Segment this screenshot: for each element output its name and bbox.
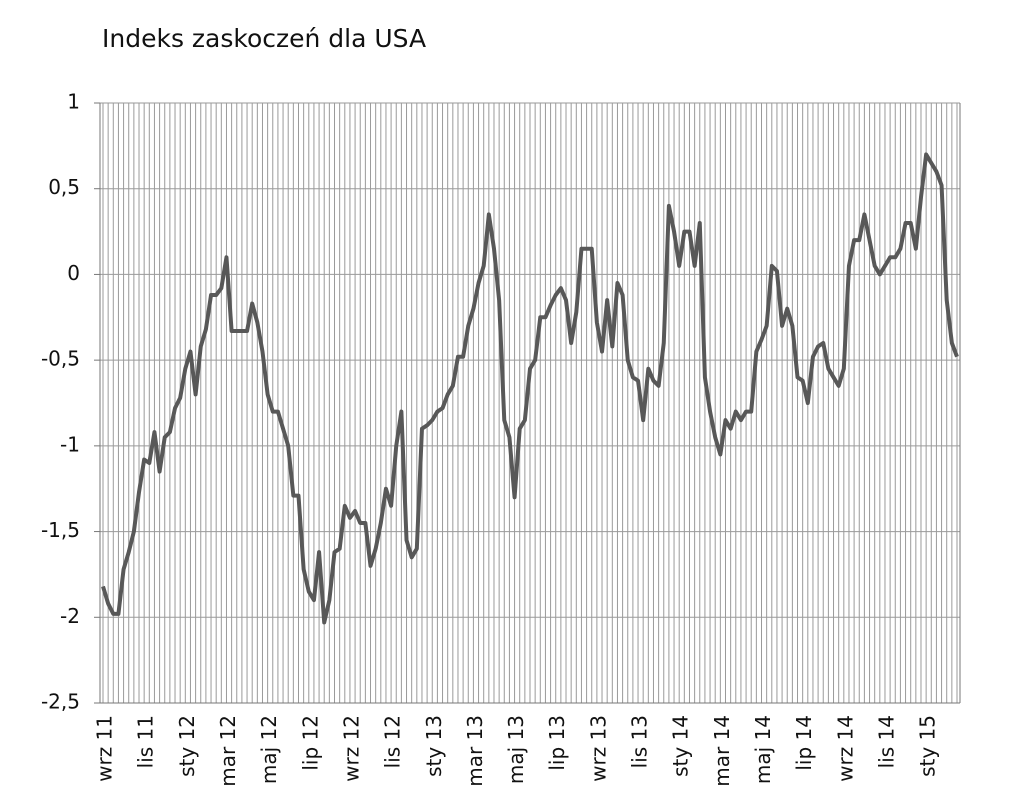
x-tick-label: lis 13 — [628, 715, 652, 768]
data-line — [101, 152, 959, 625]
x-tick-label: lis 12 — [381, 715, 405, 768]
x-tick-label: lip 14 — [792, 715, 816, 771]
x-tick-label: wrz 12 — [339, 715, 363, 782]
x-tick-label: sty 12 — [175, 715, 199, 777]
y-tick-label: -1,5 — [41, 518, 80, 542]
x-tick-label: lis 14 — [874, 715, 898, 768]
x-tick-label: mar 12 — [216, 715, 240, 787]
x-tick-label: maj 14 — [751, 715, 775, 784]
y-tick-label: -1 — [60, 432, 80, 456]
x-tick-label: sty 14 — [669, 715, 693, 777]
x-tick-label: wrz 14 — [833, 715, 857, 782]
x-tick-label: mar 13 — [463, 715, 487, 787]
y-tick-label: 1 — [67, 90, 80, 114]
x-tick-label: lip 13 — [545, 715, 569, 771]
y-tick-label: 0 — [67, 261, 80, 285]
chart-title: Indeks zaskoczeń dla USA — [102, 24, 426, 53]
y-tick-label: -2 — [60, 604, 80, 628]
x-tick-label: wrz 11 — [93, 715, 117, 782]
x-tick-label: sty 13 — [422, 715, 446, 777]
x-tick-label: lip 12 — [298, 715, 322, 771]
y-tick-label: -2,5 — [41, 690, 80, 714]
x-tick-label: sty 15 — [916, 715, 940, 777]
x-tick-label: maj 12 — [257, 715, 281, 784]
x-tick-label: maj 13 — [504, 715, 528, 784]
y-tick-label: 0,5 — [48, 175, 80, 199]
y-tick-label: -0,5 — [41, 347, 80, 371]
x-tick-label: mar 14 — [710, 715, 734, 787]
x-tick-label: wrz 13 — [586, 715, 610, 782]
x-tick-label: lis 11 — [134, 715, 158, 768]
